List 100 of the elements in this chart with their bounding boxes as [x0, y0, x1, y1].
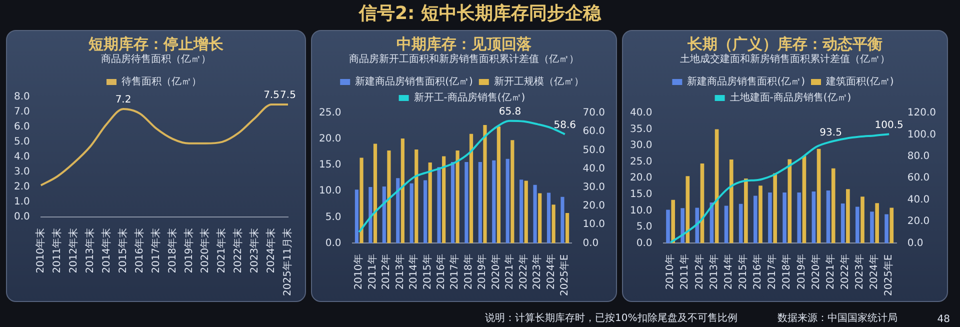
- y-tick-label: 20.0: [319, 134, 342, 145]
- x-tick-label: 2015年末: [116, 228, 129, 274]
- bar: [729, 160, 734, 244]
- x-tick-label: 2017年: [448, 254, 461, 290]
- x-tick-label: 2017年: [766, 254, 778, 290]
- bar: [496, 126, 500, 244]
- x-tick-label: 2014年: [722, 254, 734, 290]
- bar: [846, 189, 850, 244]
- bar: [831, 168, 836, 244]
- x-tick-label: 2015年: [421, 254, 434, 290]
- chart-title: 短期库存：停止增长: [88, 35, 224, 53]
- x-tick-label: 2014年末: [100, 228, 112, 274]
- x-tick-label: 2023年: [854, 254, 866, 290]
- bar: [870, 212, 874, 244]
- y-tick-label: 35.0: [630, 124, 652, 135]
- bar: [424, 180, 428, 244]
- bar: [802, 156, 806, 244]
- x-tick-label: 2025年E: [558, 254, 570, 296]
- data-label: 7.2: [115, 94, 132, 106]
- chart-subtitle: 商品房新开工面积和新房销售面积累计差值（亿㎡）: [348, 53, 580, 67]
- y2-tick-label: 70.0: [582, 108, 605, 119]
- x-tick-label: 2011年末: [50, 228, 63, 274]
- y-tick-label: 5.0: [325, 212, 342, 223]
- y-tick-label: 6.0: [14, 122, 30, 133]
- x-tick-label: 2016年: [435, 254, 448, 290]
- x-tick-label: 2018年: [462, 254, 474, 290]
- chart-title: 中期库存：见顶回落: [396, 35, 532, 53]
- y2-tick-label: 40.0: [907, 194, 930, 206]
- bar: [414, 149, 418, 244]
- x-tick-label: 2016年: [752, 254, 764, 290]
- bar: [680, 208, 684, 244]
- bar: [368, 186, 372, 244]
- y-tick-label: 20.0: [630, 172, 652, 184]
- y-tick-label: 5.0: [14, 136, 30, 148]
- x-tick-label: 2010年末: [34, 228, 46, 274]
- bar: [826, 190, 830, 244]
- x-tick-label: 2019年: [795, 254, 808, 290]
- x-tick-label: 2022年末: [232, 228, 244, 274]
- x-tick-label: 2020年: [490, 254, 502, 290]
- bar: [855, 206, 860, 244]
- chart-title: 长期（广义）库存：动态平衡: [686, 35, 884, 53]
- y-tick-label: 25.0: [630, 156, 652, 168]
- bar: [666, 210, 670, 244]
- x-tick-label: 2017年末: [150, 228, 162, 274]
- x-tick-label: 2019年: [476, 254, 488, 290]
- y-tick-label: 0.0: [14, 211, 30, 222]
- bar: [890, 208, 894, 244]
- x-tick-label: 2025年11月末: [282, 228, 294, 296]
- y2-tick-label: 0.0: [907, 238, 924, 249]
- bar: [442, 156, 446, 244]
- x-tick-label: 2024年: [868, 254, 880, 290]
- y-tick-label: 10.0: [319, 186, 342, 197]
- y2-tick-label: 30.0: [582, 182, 605, 194]
- y-tick-label: 7.0: [14, 106, 30, 118]
- bar: [373, 144, 378, 244]
- x-tick-label: 2015年: [736, 254, 749, 290]
- y2-tick-label: 60.0: [582, 126, 605, 138]
- bar: [768, 192, 772, 244]
- bar: [520, 180, 524, 244]
- bar: [565, 213, 570, 244]
- text: 信号2: 短中长期库存同步企稳: [358, 2, 602, 26]
- bar: [478, 162, 482, 244]
- y-tick-label: 30.0: [630, 140, 652, 152]
- legend-label: 土地建面-商品房销售(亿㎡): [730, 92, 852, 104]
- y-tick-label: 0.0: [325, 238, 342, 249]
- y-tick-label: 4.0: [14, 152, 30, 163]
- y-tick-label: 1.0: [14, 196, 30, 208]
- x-tick-label: 2022年: [838, 254, 851, 290]
- bar: [492, 160, 496, 244]
- chart-subtitle: 商品房待售面积（亿㎡）: [100, 53, 212, 67]
- bar: [437, 167, 441, 244]
- bar: [724, 206, 728, 244]
- bar: [860, 196, 864, 244]
- data-label: 58.6: [554, 120, 576, 131]
- y2-tick-label: 0.0: [582, 238, 599, 249]
- y2-tick-label: 20.0: [582, 200, 605, 212]
- x-tick-label: 2012年: [380, 254, 392, 290]
- x-tick-label: 2010年: [352, 254, 365, 290]
- y-tick-label: 15.0: [630, 188, 652, 200]
- bar: [782, 192, 786, 244]
- x-tick-label: 2023年末: [248, 228, 261, 274]
- x-tick-label: 2021年: [824, 254, 836, 290]
- x-tick-label: 2011年: [678, 254, 691, 290]
- bar: [560, 196, 564, 244]
- legend-label: 新建商品房销售面积(亿㎡): [687, 76, 806, 88]
- x-tick-label: 2023年: [531, 254, 544, 290]
- x-tick-label: 2021年: [504, 254, 516, 290]
- y2-tick-label: 80.0: [907, 151, 930, 162]
- bar: [396, 178, 400, 244]
- bar: [538, 193, 542, 244]
- bar: [510, 140, 514, 244]
- y2-tick-label: 50.0: [582, 144, 605, 156]
- text: 说明：计算长期库存时，已按10%扣除尾盘及不可售比例: [485, 312, 738, 325]
- y2-tick-label: 60.0: [907, 172, 930, 184]
- bar: [788, 159, 792, 244]
- x-tick-label: 2020年: [810, 254, 822, 290]
- bar: [464, 162, 468, 244]
- y-tick-label: 0.0: [636, 238, 652, 249]
- y-tick-label: 15.0: [319, 160, 342, 171]
- bar: [400, 138, 404, 244]
